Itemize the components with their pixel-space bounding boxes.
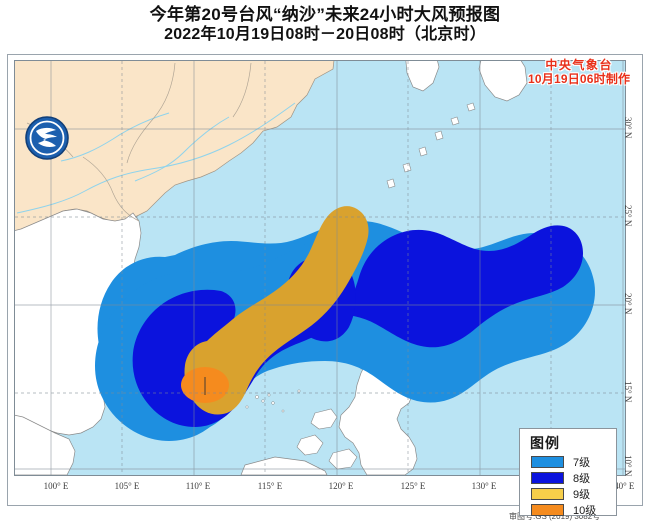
lon-label-110e: 110° E <box>185 481 211 491</box>
lat-label-20n: 20° N <box>623 293 633 315</box>
legend-label-level10: 10级 <box>573 504 597 517</box>
japan-landmass <box>478 61 528 102</box>
title-line-2: 2022年10月19日08时－20日08时（北京时） <box>164 26 486 44</box>
map-viewport[interactable] <box>14 60 626 476</box>
legend-label-level9: 9级 <box>573 488 591 501</box>
title-line-1: 今年第20号台风“纳沙”未来24小时大风预报图 <box>149 5 501 24</box>
legend-item-level7[interactable]: 7级 <box>531 455 591 469</box>
wind-area-level9 <box>184 206 369 415</box>
ryukyu-islands <box>386 102 476 189</box>
legend-item-level8[interactable]: 8级 <box>531 471 591 485</box>
page-title: 今年第20号台风“纳沙”未来24小时大风预报图 2022年10月19日08时－2… <box>0 4 650 45</box>
weather-map-canvas <box>15 61 625 475</box>
lon-label-140e: 140° E <box>609 481 635 491</box>
lon-label-120e: 120° E <box>328 481 354 491</box>
cma-dragon-logo-icon <box>25 116 69 160</box>
borneo-landmass <box>240 456 328 475</box>
legend-title: 图例 <box>530 435 560 451</box>
lon-label-130e: 130° E <box>471 481 497 491</box>
philippines-western-isles <box>296 358 370 470</box>
lat-label-25n: 25° N <box>623 205 633 227</box>
lat-label-30n: 30° N <box>623 117 633 139</box>
graticule-layer <box>15 61 625 475</box>
legend-panel: 图例 7级 8级 9级 10级 <box>519 428 617 517</box>
legend-swatch-level10 <box>531 503 564 516</box>
lon-label-115e: 115° E <box>257 481 283 491</box>
legend-label-level8: 8级 <box>573 472 591 485</box>
lat-label-10n: 10° N <box>623 455 633 477</box>
legend-label-level7: 7级 <box>573 456 591 469</box>
legend-item-level9[interactable]: 9级 <box>531 487 591 501</box>
legend-item-level10[interactable]: 10级 <box>531 503 597 517</box>
small-islands <box>235 389 301 413</box>
legend-swatch-level7 <box>531 455 564 468</box>
legend-swatch-level9 <box>531 487 564 500</box>
lon-label-100e: 100° E <box>43 481 69 491</box>
legend-swatch-level8 <box>531 471 564 484</box>
lon-label-105e: 105° E <box>114 481 140 491</box>
lon-label-125e: 125° E <box>400 481 426 491</box>
malay-landmass <box>15 414 76 475</box>
map-frame: 100° E 105° E 110° E 115° E 120° E 125° … <box>7 54 643 522</box>
lat-label-15n: 15° N <box>623 381 633 403</box>
rivers-layer <box>16 102 296 214</box>
